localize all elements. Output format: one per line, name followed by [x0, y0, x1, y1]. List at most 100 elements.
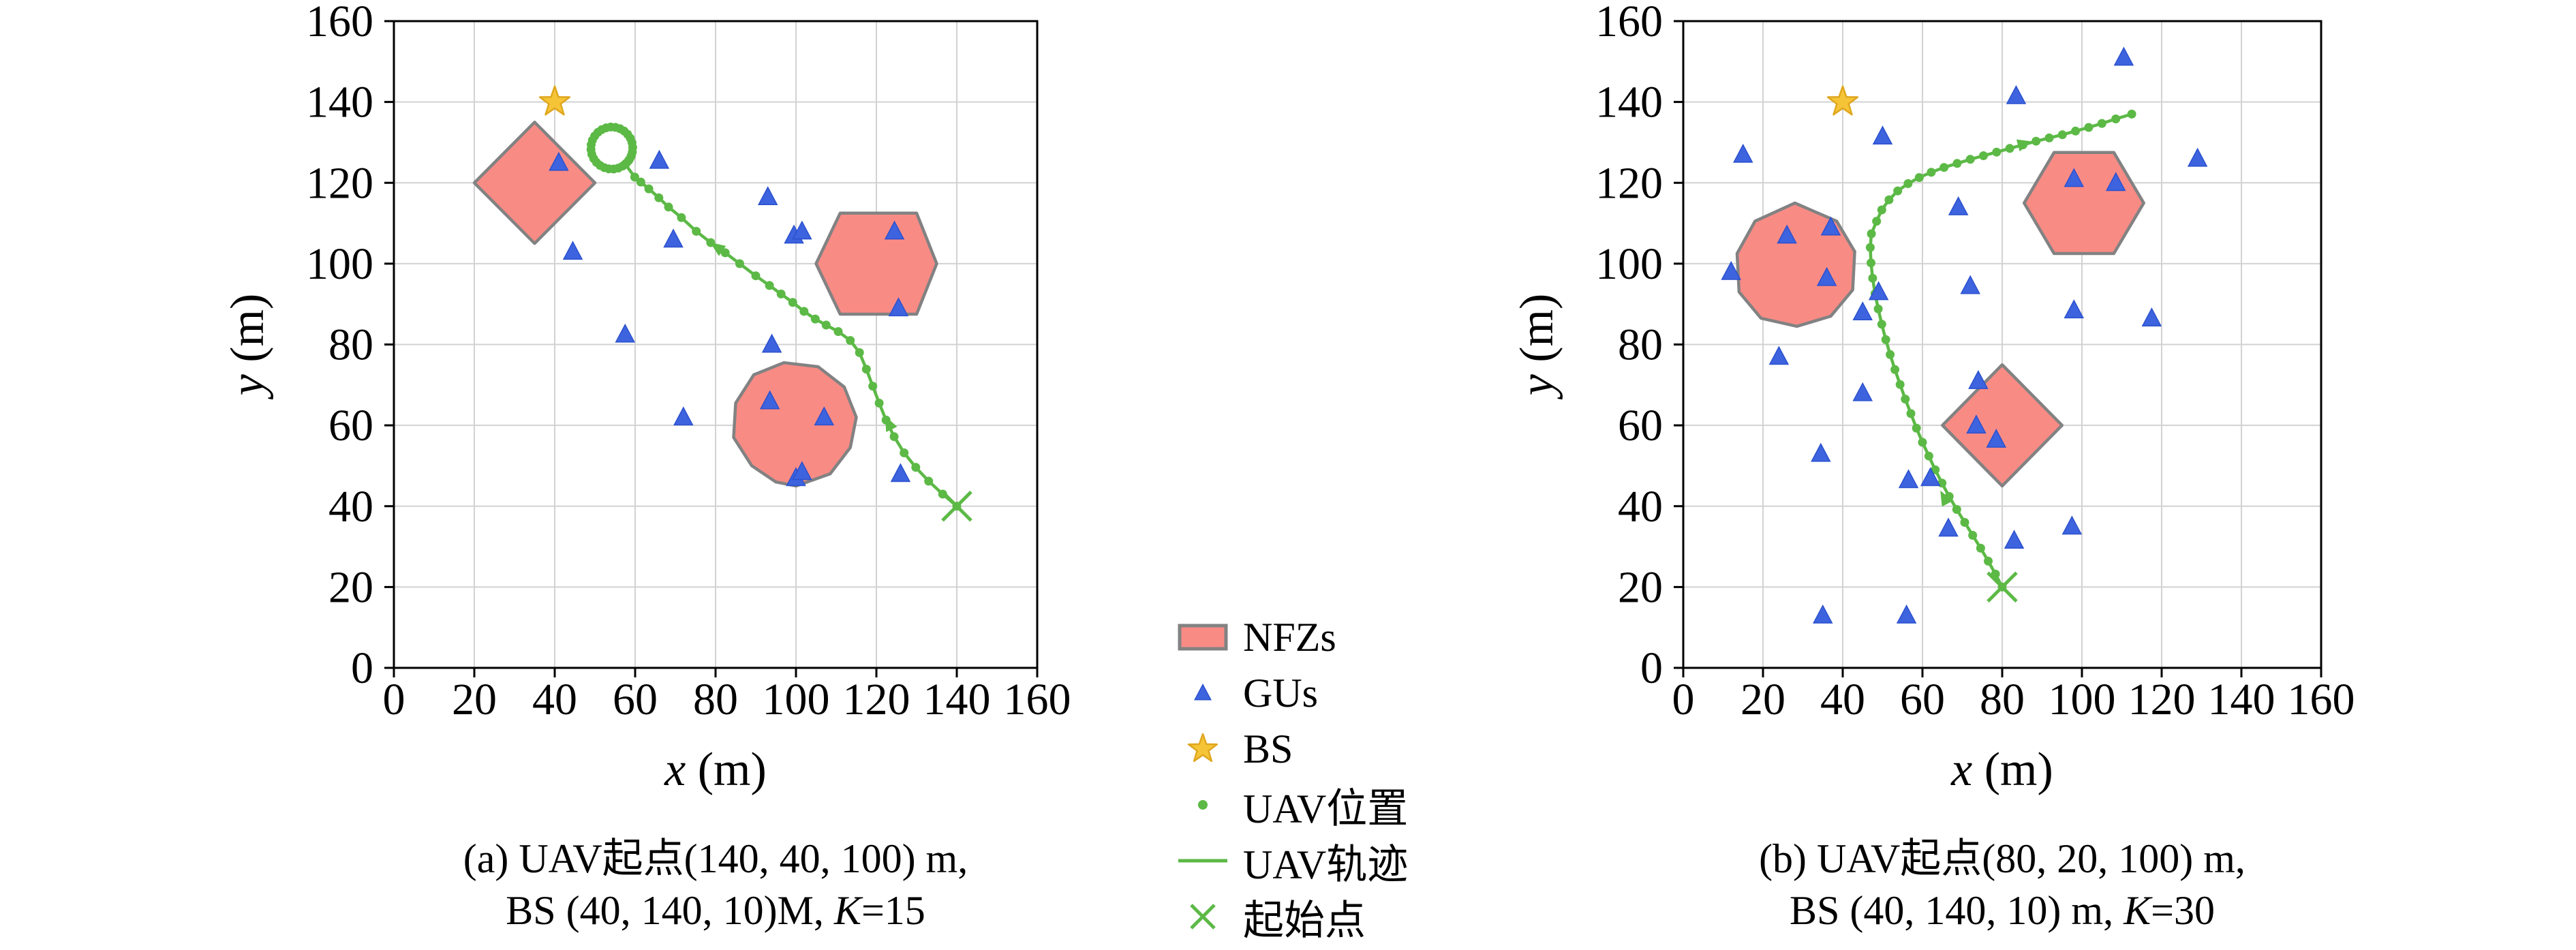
caption-plot-b: (b) UAV起点(80, 20, 100) m, BS (40, 140, 1… — [1627, 833, 2377, 936]
gu-triangle-icon — [1852, 301, 1873, 321]
start-x-icon — [941, 490, 972, 522]
nfz-polygon — [1941, 363, 2064, 488]
legend-label: BS — [1243, 726, 1293, 771]
nfz-polygon — [1735, 201, 1856, 328]
uav-position-dot — [1865, 243, 1875, 252]
uav-position-dot — [1976, 543, 1985, 553]
x-tick-label: 0 — [1672, 675, 1695, 724]
uav-position-dot — [799, 307, 809, 316]
uav-position-dot — [911, 463, 921, 472]
y-tick-label: 0 — [1640, 643, 1663, 693]
gu-triangle-icon — [1920, 467, 1941, 487]
x-tick-label: 160 — [1004, 675, 1071, 724]
uav-position-dot — [1939, 163, 1949, 172]
uav-position-dot — [833, 327, 843, 336]
legend-item-line: UAV轨迹 — [1163, 833, 1408, 889]
gu-triangle-icon — [1872, 125, 1893, 145]
gu-triangle-icon — [1868, 281, 1889, 301]
uav-position-dot — [1952, 505, 1961, 514]
x-axis-label: x (m) — [1950, 744, 2053, 796]
x-tick-label: 0 — [383, 675, 405, 724]
nfz-polygon — [2022, 151, 2145, 256]
caption-a-line2: BS (40, 140, 10)M, K=15 — [506, 888, 925, 933]
legend-item-dot: UAV位置 — [1163, 777, 1408, 833]
start-x-icon — [1987, 571, 2018, 603]
gu-triangle-icon — [549, 151, 569, 171]
uav-position-dot — [2031, 136, 2041, 146]
y-tick-label: 60 — [1618, 401, 1663, 450]
y-tick-label: 0 — [351, 643, 373, 693]
gu-triangle-icon — [1968, 370, 1989, 389]
start-x-icon — [1163, 895, 1243, 938]
x-tick-label: 40 — [532, 675, 577, 724]
uav-position-dot — [1893, 186, 1903, 196]
gu-triangle-icon — [757, 186, 778, 206]
caption-b-line1: (b) UAV起点(80, 20, 100) m, — [1759, 836, 2245, 881]
gu-triangle-icon — [615, 323, 635, 343]
uav-position-dot — [677, 213, 686, 222]
uav-position-dot — [1867, 258, 1875, 268]
gu-triangle-icon — [663, 228, 684, 248]
uav-position-dot — [1924, 451, 1933, 461]
trajectory-arrow-icon — [2016, 139, 2033, 152]
gu-triangle-icon — [1721, 260, 1741, 280]
legend-label: UAV位置 — [1243, 786, 1409, 831]
uav-position-dot — [1927, 168, 1936, 177]
gu-triangle-icon — [2105, 172, 2126, 191]
x-axis-label: x (m) — [664, 744, 767, 796]
gu-triangle-icon — [2064, 299, 2085, 319]
legend-label: NFZs — [1243, 614, 1336, 660]
uav-position-dot — [720, 248, 730, 258]
uav-position-dot — [2097, 119, 2106, 128]
x-tick-label: 140 — [2208, 675, 2275, 724]
uav-position-dot — [636, 177, 645, 187]
uav-position-dot — [2084, 123, 2094, 132]
gu-triangle-icon — [649, 149, 670, 169]
uav-position-dot — [1960, 518, 1969, 527]
caption-a-line1: (a) UAV起点(140, 40, 100) m, — [463, 836, 968, 881]
gu-triangle-icon — [759, 390, 780, 410]
bs-star-icon — [538, 85, 571, 116]
gu-triangle-icon — [1966, 414, 1987, 434]
trajectory-arrow-icon — [710, 242, 726, 256]
y-tick-label: 20 — [1618, 562, 1663, 612]
uav-position-dot — [1886, 350, 1895, 359]
uav-line-icon — [1163, 840, 1243, 882]
uav-position-dot — [735, 259, 744, 269]
plot-b: 0 20 40 60 80 100 120 140 1600204060801001201401… — [1511, 0, 2355, 796]
uav-position-dot — [1979, 151, 1988, 160]
gu-triangle-icon — [1898, 469, 1919, 489]
gu-triangle-icon — [1777, 224, 1797, 244]
uav-position-dot — [654, 193, 664, 202]
gu-triangle-icon — [1816, 266, 1837, 286]
gu-triangle-icon — [1768, 346, 1790, 365]
y-tick-label: 40 — [328, 482, 373, 532]
x-tick-label: 140 — [923, 675, 991, 724]
uav-position-dot — [1895, 380, 1905, 389]
x-tick-label: 120 — [2128, 675, 2196, 724]
y-tick-label: 40 — [1618, 482, 1663, 532]
uav-position-dot — [1965, 155, 1975, 164]
gu-triangle-icon — [2006, 85, 2027, 104]
uav-position-dot — [1952, 159, 1962, 168]
uav-position-dot — [776, 289, 786, 298]
x-tick-label: 120 — [843, 675, 910, 724]
uav-position-dot — [821, 320, 831, 330]
gu-triangle-icon — [2113, 46, 2134, 66]
uav-position-dot — [1867, 229, 1876, 239]
uav-position-dot — [1884, 195, 1894, 204]
y-tick-label: 80 — [1618, 320, 1663, 370]
gu-triangle-icon — [1163, 672, 1243, 714]
x-tick-label: 100 — [763, 675, 830, 724]
uav-position-dot — [1877, 205, 1886, 215]
y-tick-label: 140 — [306, 78, 373, 127]
uav-position-dot — [855, 348, 864, 357]
legend-label: 起始点 — [1243, 898, 1366, 943]
gu-triangle-icon — [1733, 143, 1753, 163]
legend-label: UAV轨迹 — [1243, 842, 1409, 887]
bs-star-icon — [1163, 728, 1243, 770]
x-tick-label: 20 — [1741, 675, 1785, 724]
uav-position-dot — [846, 336, 855, 346]
caption-plot-a: (a) UAV起点(140, 40, 100) m, BS (40, 140, … — [341, 833, 1090, 936]
y-tick-label: 160 — [1595, 0, 1663, 46]
